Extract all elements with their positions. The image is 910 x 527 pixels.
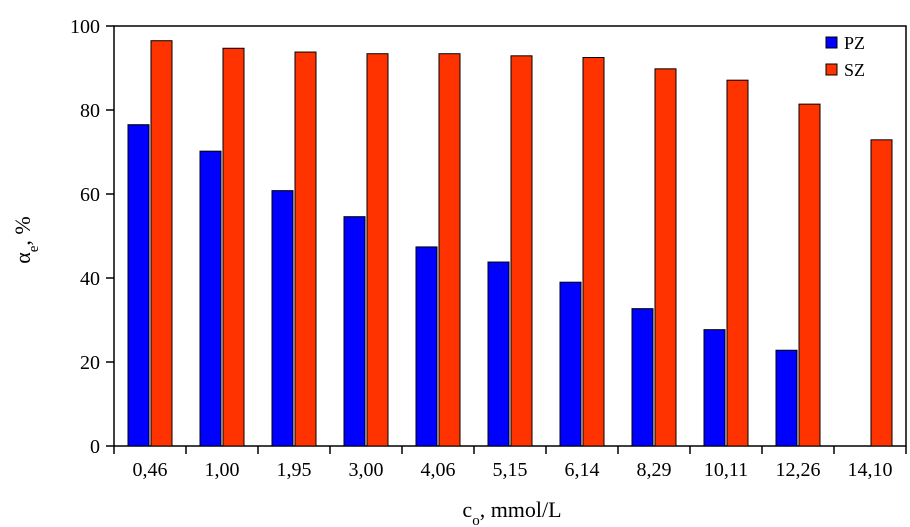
x-tick-label: 8,29 [637,459,672,481]
bar-sz [582,57,605,447]
y-tick-label: 80 [80,100,100,122]
bar-pz [199,150,222,447]
bar-sz [366,53,389,447]
y-axis-title-main: α [10,252,35,264]
bar-pz [415,246,438,447]
x-axis-title: co, mmol/L [462,497,561,527]
plot-area: 0 20 40 60 80 100 0,46 1,00 1,95 3,00 4,06 5,15 6,14… [70,16,907,481]
bar-sz [150,40,173,447]
bar-sz [510,55,533,447]
x-tick-label: 5,15 [493,459,528,481]
x-tick-label: 10,11 [704,459,748,481]
bar-pz [775,349,798,447]
x-tick-label: 14,10 [848,459,893,481]
bar-pz [631,308,654,447]
bar-sz [726,79,749,447]
bar-sz [222,47,245,447]
legend: PZ SZ [825,33,865,80]
x-axis-title-main: c [462,497,472,522]
x-tick-label: 1,00 [205,459,240,481]
legend-swatch-sz [825,63,838,76]
y-tick-label: 40 [80,268,100,290]
plot-frame [113,25,907,447]
bar-sz [294,51,317,447]
x-tick-label: 4,06 [421,459,456,481]
x-axis-title-rest: , mmol/L [480,497,562,522]
y-tick-label: 20 [80,352,100,374]
bar-sz [654,68,677,447]
y-tick-label: 100 [70,16,100,38]
legend-label-pz: PZ [844,33,865,53]
x-tick-label: 12,26 [776,459,821,481]
y-tick-label: 60 [80,184,100,206]
bar-pz [703,329,726,447]
bar-sz [438,53,461,447]
y-axis-title-sub: e [26,245,42,252]
bar-sz [798,103,821,447]
bar-pz [487,261,510,447]
bar-pz [271,190,294,447]
x-tick-label: 1,95 [277,459,312,481]
legend-label-sz: SZ [844,60,865,80]
x-tick-label: 3,00 [349,459,384,481]
y-axis-title: αe, % [10,216,42,264]
y-tick-label: 0 [90,436,100,458]
bar-pz [127,124,150,447]
y-axis-title-rest: , % [10,216,35,245]
bar-sz [870,139,893,447]
bar-pz [559,281,582,447]
x-tick-label: 0,46 [133,459,168,481]
legend-swatch-pz [825,36,838,49]
x-axis-title-sub: o [472,513,480,527]
bar-pz [343,216,366,447]
x-tick-label: 6,14 [565,459,600,481]
